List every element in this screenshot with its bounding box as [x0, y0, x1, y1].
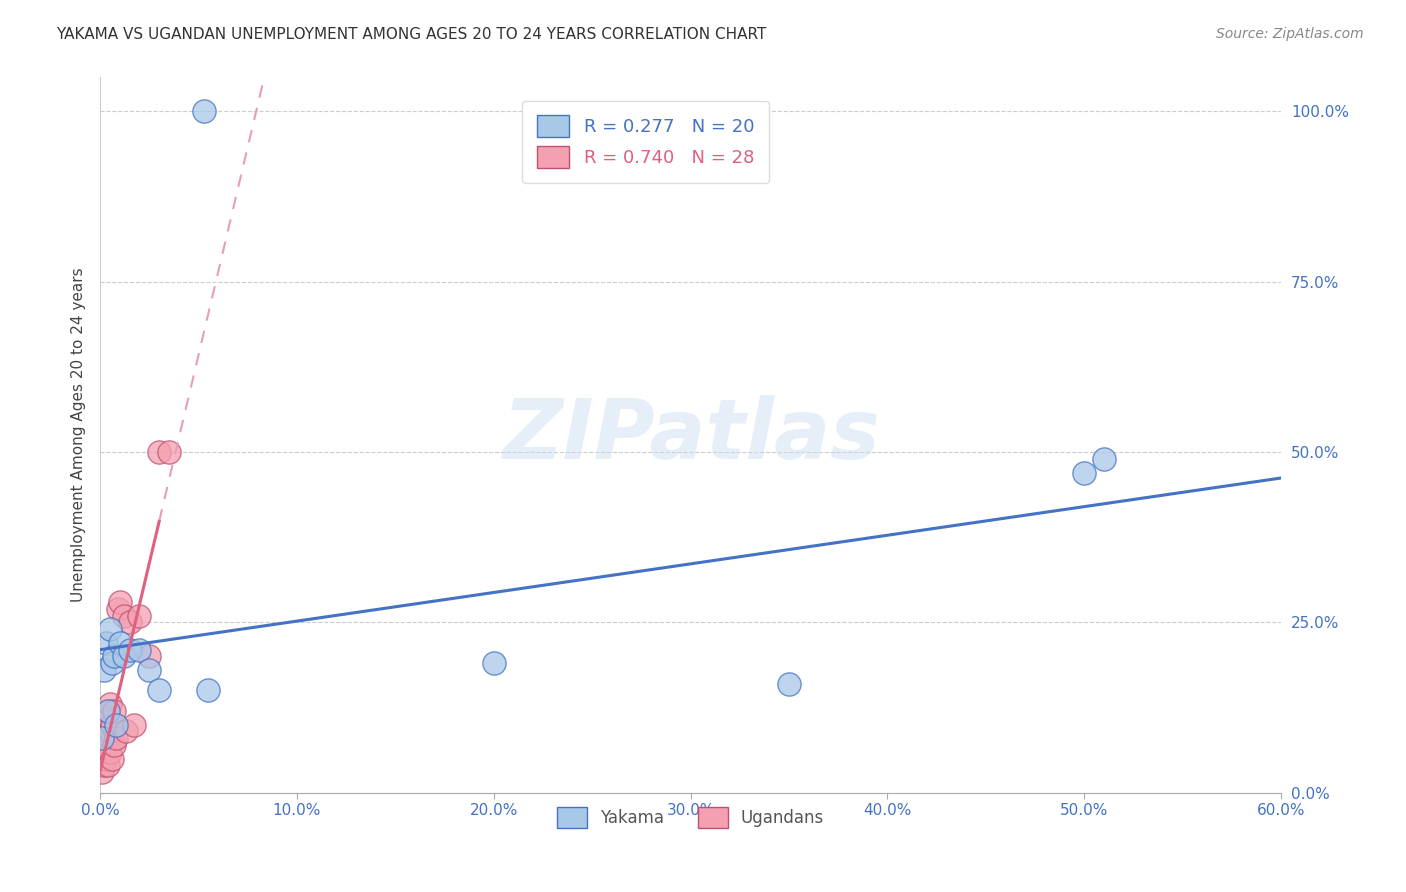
Point — [778, 676, 800, 690]
Point — [94, 711, 117, 725]
Legend: Yakama, Ugandans: Yakama, Ugandans — [550, 801, 831, 834]
Point — [98, 622, 121, 636]
Y-axis label: Unemployment Among Ages 20 to 24 years: Unemployment Among Ages 20 to 24 years — [72, 268, 86, 602]
Point — [114, 724, 136, 739]
Point — [103, 738, 125, 752]
Point — [128, 642, 150, 657]
Point — [93, 738, 115, 752]
Point — [98, 745, 121, 759]
Point — [108, 595, 131, 609]
Point — [157, 445, 180, 459]
Point — [1073, 466, 1095, 480]
Point — [104, 717, 127, 731]
Point — [97, 731, 120, 746]
Point — [128, 608, 150, 623]
Point — [98, 697, 121, 711]
Point — [91, 765, 114, 780]
Point — [138, 649, 160, 664]
Point — [104, 731, 127, 746]
Point — [1092, 451, 1115, 466]
Point — [91, 731, 114, 746]
Point — [91, 745, 114, 759]
Point — [112, 649, 135, 664]
Point — [103, 704, 125, 718]
Point — [97, 704, 120, 718]
Text: Source: ZipAtlas.com: Source: ZipAtlas.com — [1216, 27, 1364, 41]
Point — [107, 601, 129, 615]
Point — [101, 751, 124, 765]
Point — [148, 683, 170, 698]
Point — [193, 104, 215, 119]
Point — [98, 724, 121, 739]
Point — [118, 615, 141, 630]
Point — [482, 657, 505, 671]
Point — [94, 751, 117, 765]
Point — [103, 649, 125, 664]
Point — [93, 758, 115, 772]
Point — [94, 731, 117, 746]
Point — [97, 758, 120, 772]
Point — [93, 663, 115, 677]
Point — [108, 636, 131, 650]
Point — [122, 717, 145, 731]
Point — [94, 636, 117, 650]
Point — [118, 642, 141, 657]
Text: ZIPatlas: ZIPatlas — [502, 394, 880, 475]
Point — [197, 683, 219, 698]
Point — [101, 657, 124, 671]
Point — [148, 445, 170, 459]
Point — [138, 663, 160, 677]
Point — [101, 717, 124, 731]
Text: YAKAMA VS UGANDAN UNEMPLOYMENT AMONG AGES 20 TO 24 YEARS CORRELATION CHART: YAKAMA VS UGANDAN UNEMPLOYMENT AMONG AGE… — [56, 27, 766, 42]
Point — [112, 608, 135, 623]
Point — [97, 704, 120, 718]
